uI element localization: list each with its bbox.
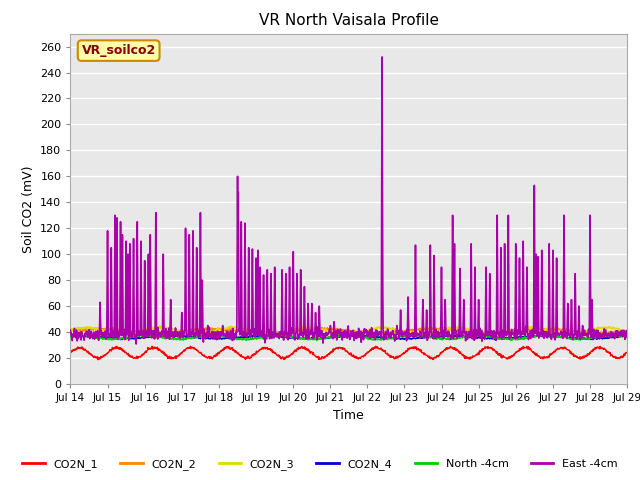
East -4cm — [109, 331, 117, 337]
CO2N_1 — [132, 355, 140, 361]
CO2N_1 — [67, 349, 74, 355]
Text: VR_soilco2: VR_soilco2 — [81, 44, 156, 57]
CO2N_4 — [324, 335, 332, 341]
North -4cm — [324, 335, 332, 341]
CO2N_4 — [172, 332, 180, 338]
Line: CO2N_2: CO2N_2 — [70, 327, 627, 335]
CO2N_3 — [123, 333, 131, 338]
CO2N_4 — [67, 334, 74, 339]
North -4cm — [132, 334, 140, 339]
CO2N_2 — [109, 326, 117, 332]
X-axis label: Time: Time — [333, 408, 364, 421]
CO2N_1 — [94, 357, 102, 362]
CO2N_3 — [156, 323, 164, 329]
Line: CO2N_3: CO2N_3 — [70, 326, 627, 336]
Title: VR North Vaisala Profile: VR North Vaisala Profile — [259, 13, 439, 28]
CO2N_1 — [384, 352, 392, 358]
CO2N_4 — [132, 335, 140, 341]
CO2N_3 — [384, 325, 392, 331]
CO2N_4 — [109, 335, 117, 341]
CO2N_3 — [623, 330, 631, 336]
CO2N_2 — [623, 328, 631, 334]
North -4cm — [313, 337, 321, 343]
CO2N_3 — [132, 328, 140, 334]
Line: East -4cm: East -4cm — [70, 57, 627, 344]
CO2N_2 — [132, 328, 140, 334]
East -4cm — [384, 329, 392, 335]
North -4cm — [303, 336, 310, 342]
CO2N_1 — [372, 343, 380, 349]
CO2N_3 — [67, 328, 74, 334]
CO2N_2 — [315, 326, 323, 332]
East -4cm — [324, 329, 332, 335]
Line: North -4cm: North -4cm — [70, 334, 627, 340]
East -4cm — [378, 54, 386, 60]
East -4cm — [623, 330, 631, 336]
East -4cm — [303, 330, 311, 336]
CO2N_4 — [384, 335, 392, 341]
Line: CO2N_4: CO2N_4 — [70, 335, 627, 340]
North -4cm — [67, 334, 74, 339]
CO2N_1 — [315, 357, 323, 362]
CO2N_1 — [623, 349, 631, 355]
North -4cm — [623, 334, 631, 340]
CO2N_2 — [384, 329, 392, 335]
CO2N_2 — [324, 326, 332, 332]
East -4cm — [67, 327, 74, 333]
CO2N_3 — [303, 325, 311, 331]
North -4cm — [109, 336, 117, 342]
Y-axis label: Soil CO2 (mV): Soil CO2 (mV) — [22, 165, 35, 252]
East -4cm — [132, 341, 140, 347]
CO2N_2 — [67, 327, 74, 333]
CO2N_1 — [303, 346, 311, 352]
CO2N_4 — [315, 336, 323, 342]
East -4cm — [132, 334, 140, 339]
North -4cm — [340, 331, 348, 336]
CO2N_1 — [110, 346, 118, 352]
North -4cm — [384, 335, 392, 341]
CO2N_2 — [303, 325, 311, 331]
Line: CO2N_1: CO2N_1 — [70, 346, 627, 360]
CO2N_4 — [623, 334, 631, 339]
CO2N_4 — [491, 337, 499, 343]
Legend: CO2N_1, CO2N_2, CO2N_3, CO2N_4, North -4cm, East -4cm: CO2N_1, CO2N_2, CO2N_3, CO2N_4, North -4… — [18, 455, 622, 474]
CO2N_2 — [428, 324, 435, 330]
CO2N_1 — [324, 352, 332, 358]
CO2N_3 — [325, 329, 333, 335]
CO2N_2 — [261, 332, 269, 337]
North -4cm — [315, 336, 323, 342]
East -4cm — [315, 334, 323, 339]
CO2N_3 — [109, 330, 117, 336]
CO2N_4 — [303, 336, 311, 341]
CO2N_3 — [315, 326, 323, 332]
